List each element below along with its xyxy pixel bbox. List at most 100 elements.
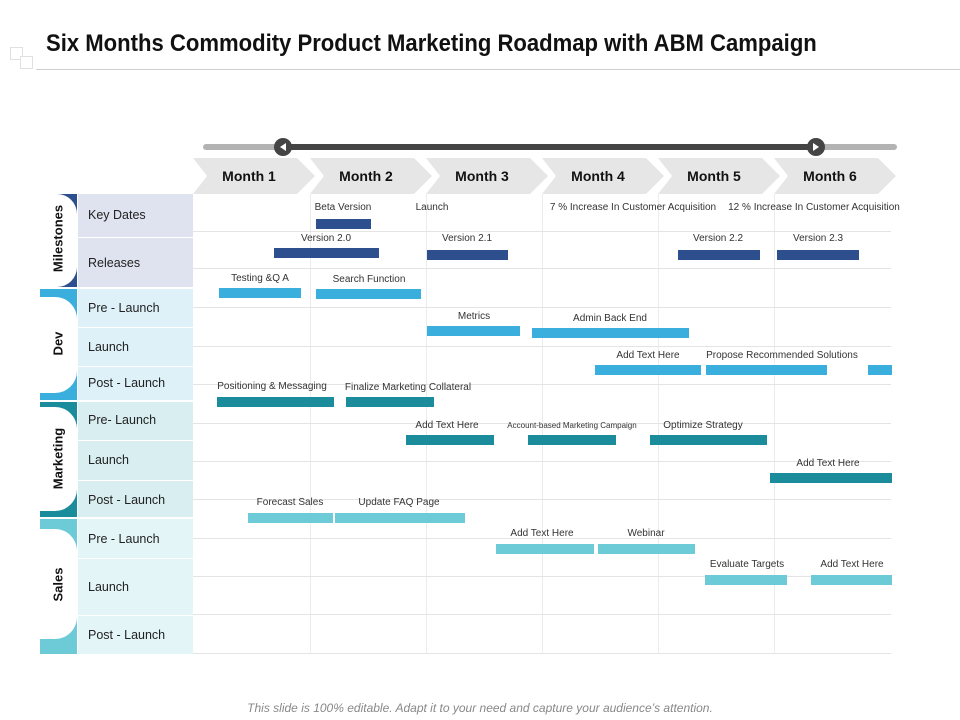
month-label: Month 3 <box>455 168 509 184</box>
task-bar <box>335 513 465 523</box>
task-label: Update FAQ Page <box>358 497 440 508</box>
dev-group-pill <box>40 297 77 393</box>
task-label: Propose Recommended Solutions <box>706 350 858 361</box>
task-label: Add Text Here <box>796 458 860 469</box>
month-label: Month 4 <box>571 168 625 184</box>
month-label: Month 6 <box>803 168 857 184</box>
page-title: Six Months Commodity Product Marketing R… <box>46 30 817 57</box>
task-bar <box>705 575 787 585</box>
grid-line <box>193 614 891 615</box>
task-label: Search Function <box>332 274 406 285</box>
sales-label-bg <box>78 519 193 654</box>
task-label: Version 2.0 <box>300 233 352 244</box>
month-label: Month 5 <box>687 168 741 184</box>
task-label: Add Text Here <box>510 528 574 539</box>
row-divider <box>78 366 193 367</box>
marketing-group-label: Marketing <box>50 427 66 490</box>
row-divider <box>78 237 193 238</box>
sales-group-pill <box>40 529 77 639</box>
task-bar <box>316 289 421 299</box>
task-label: Evaluate Targets <box>709 559 785 570</box>
task-label: Launch <box>415 202 449 213</box>
marketing-group-pill <box>40 407 77 511</box>
sales-group-label: Sales <box>50 567 66 602</box>
task-bar <box>598 544 695 554</box>
task-label: 12 % Increase In Customer Acquisition <box>728 202 900 213</box>
task-bar <box>811 575 892 585</box>
task-label: Admin Back End <box>573 313 647 324</box>
task-bar <box>770 473 892 483</box>
task-label: Finalize Marketing Collateral <box>344 382 472 393</box>
grid-line <box>193 461 891 462</box>
task-bar <box>777 250 859 260</box>
month-label: Month 2 <box>339 168 393 184</box>
task-label: Version 2.3 <box>792 233 844 244</box>
slider-left-handle-icon <box>274 138 292 156</box>
grid-line <box>193 423 891 424</box>
row-label-mkt-pre-launch: Pre- Launch <box>88 413 157 427</box>
task-bar <box>219 288 301 298</box>
month-header-1: Month 1 <box>193 158 315 194</box>
month-header-4: Month 4 <box>542 158 664 194</box>
row-label-dev-post-launch: Post - Launch <box>88 376 166 390</box>
row-label-sales-post-launch: Post - Launch <box>88 628 166 642</box>
task-label: Beta Version <box>314 202 372 213</box>
task-bar <box>406 435 494 445</box>
footer-note: This slide is 100% editable. Adapt it to… <box>247 701 713 715</box>
dev-label-bg <box>78 289 193 400</box>
task-label: Version 2.2 <box>692 233 744 244</box>
timeline-slider <box>203 138 897 156</box>
task-bar <box>650 435 767 445</box>
task-bar <box>496 544 594 554</box>
task-label: Account-based Marketing Campaign <box>507 421 637 430</box>
task-bar <box>868 365 892 375</box>
task-bar <box>427 250 508 260</box>
grid-line <box>310 194 311 654</box>
row-label-key-dates: Key Dates <box>88 208 146 222</box>
task-bar <box>274 248 379 258</box>
month-header-3: Month 3 <box>426 158 548 194</box>
row-label-dev-launch: Launch <box>88 340 130 354</box>
decorative-square <box>10 47 23 60</box>
task-label: Add Text Here <box>616 350 680 361</box>
task-bar <box>706 365 827 375</box>
milestones-label-bg <box>78 194 193 287</box>
task-bar <box>528 435 616 445</box>
row-divider <box>78 615 193 616</box>
task-bar <box>595 365 701 375</box>
task-label: Add Text Here <box>415 420 479 431</box>
row-label-mkt-launch: Launch <box>88 453 130 467</box>
task-label: Optimize Strategy <box>663 420 743 431</box>
month-header-6: Month 6 <box>774 158 896 194</box>
row-label-sales-launch: Launch <box>88 580 130 594</box>
grid-line <box>193 268 891 269</box>
task-bar <box>678 250 760 260</box>
row-divider <box>78 440 193 441</box>
row-label-mkt-post-launch: Post - Launch <box>88 493 166 507</box>
task-label: Metrics <box>457 311 491 322</box>
grid-line <box>193 231 891 232</box>
month-header-5: Month 5 <box>658 158 780 194</box>
month-label: Month 1 <box>222 168 276 184</box>
task-label: 7 % Increase In Customer Acquisition <box>549 202 717 213</box>
grid-line <box>193 576 891 577</box>
task-bar <box>316 219 371 229</box>
row-divider <box>78 558 193 559</box>
grid-line <box>193 346 891 347</box>
task-label: Forecast Sales <box>256 497 324 508</box>
task-label: Add Text Here <box>820 559 884 570</box>
task-label: Webinar <box>627 528 665 539</box>
row-divider <box>78 480 193 481</box>
month-header-2: Month 2 <box>310 158 432 194</box>
milestones-group-label: Milestones <box>50 204 66 273</box>
grid-line <box>658 194 659 654</box>
title-divider <box>36 69 960 70</box>
task-label: Version 2.1 <box>441 233 493 244</box>
row-label-sales-pre-launch: Pre - Launch <box>88 532 160 546</box>
dev-group-label: Dev <box>50 331 66 356</box>
grid-line <box>193 653 891 654</box>
row-label-releases: Releases <box>88 256 141 270</box>
milestones-group-pill <box>40 194 77 287</box>
slider-right-handle-icon <box>807 138 825 156</box>
grid-line <box>542 194 543 654</box>
